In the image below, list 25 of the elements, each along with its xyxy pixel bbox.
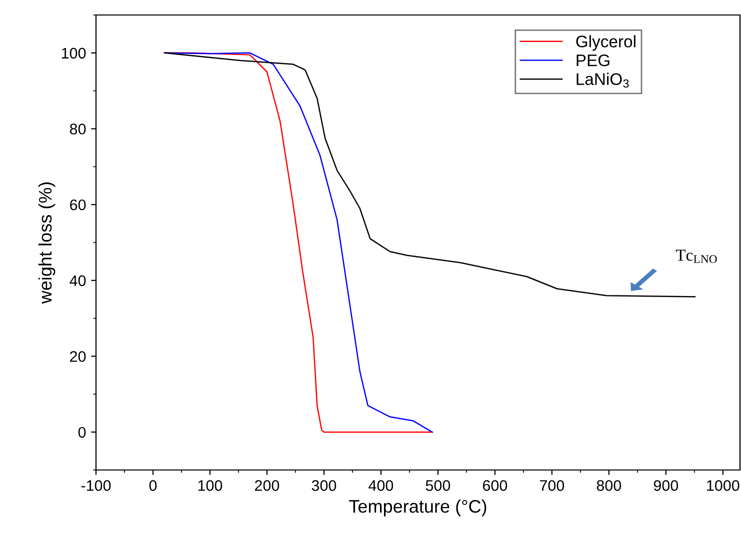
x-tick-label: 200 bbox=[255, 480, 280, 491]
y-tick-label: 60 bbox=[70, 199, 86, 210]
x-tick-label: -100 bbox=[81, 480, 111, 491]
legend-label: Glycerol bbox=[576, 35, 636, 51]
x-tick-label: 1000 bbox=[707, 480, 740, 491]
x-tick-label: 300 bbox=[312, 480, 336, 491]
y-axis-title: weight loss (%) bbox=[38, 182, 56, 304]
y-tick-label: 80 bbox=[70, 124, 86, 134]
line-series bbox=[164, 52, 433, 433]
x-tick-label: 400 bbox=[368, 480, 394, 491]
x-tick-label: 600 bbox=[482, 480, 508, 491]
x-tick-label: 700 bbox=[540, 480, 564, 491]
y-tick-label: 100 bbox=[62, 48, 86, 59]
x-tick-label: 900 bbox=[654, 480, 678, 491]
y-tick-label: 20 bbox=[70, 351, 86, 362]
legend-label: LaNiO$_{3}$ bbox=[576, 72, 629, 88]
x-tick-label: 100 bbox=[198, 480, 222, 491]
x-tick-label: 800 bbox=[596, 480, 622, 491]
x-tick-label: 0 bbox=[149, 480, 157, 491]
legend-label: PEG bbox=[576, 54, 610, 66]
x-axis-title: Temperature (°C) bbox=[349, 500, 486, 516]
annotation: Tc$_{LNO}$ bbox=[676, 250, 717, 264]
y-tick-label: 40 bbox=[70, 275, 86, 286]
y-tick-label: 0 bbox=[78, 426, 86, 438]
x-tick-label: 500 bbox=[426, 480, 450, 491]
